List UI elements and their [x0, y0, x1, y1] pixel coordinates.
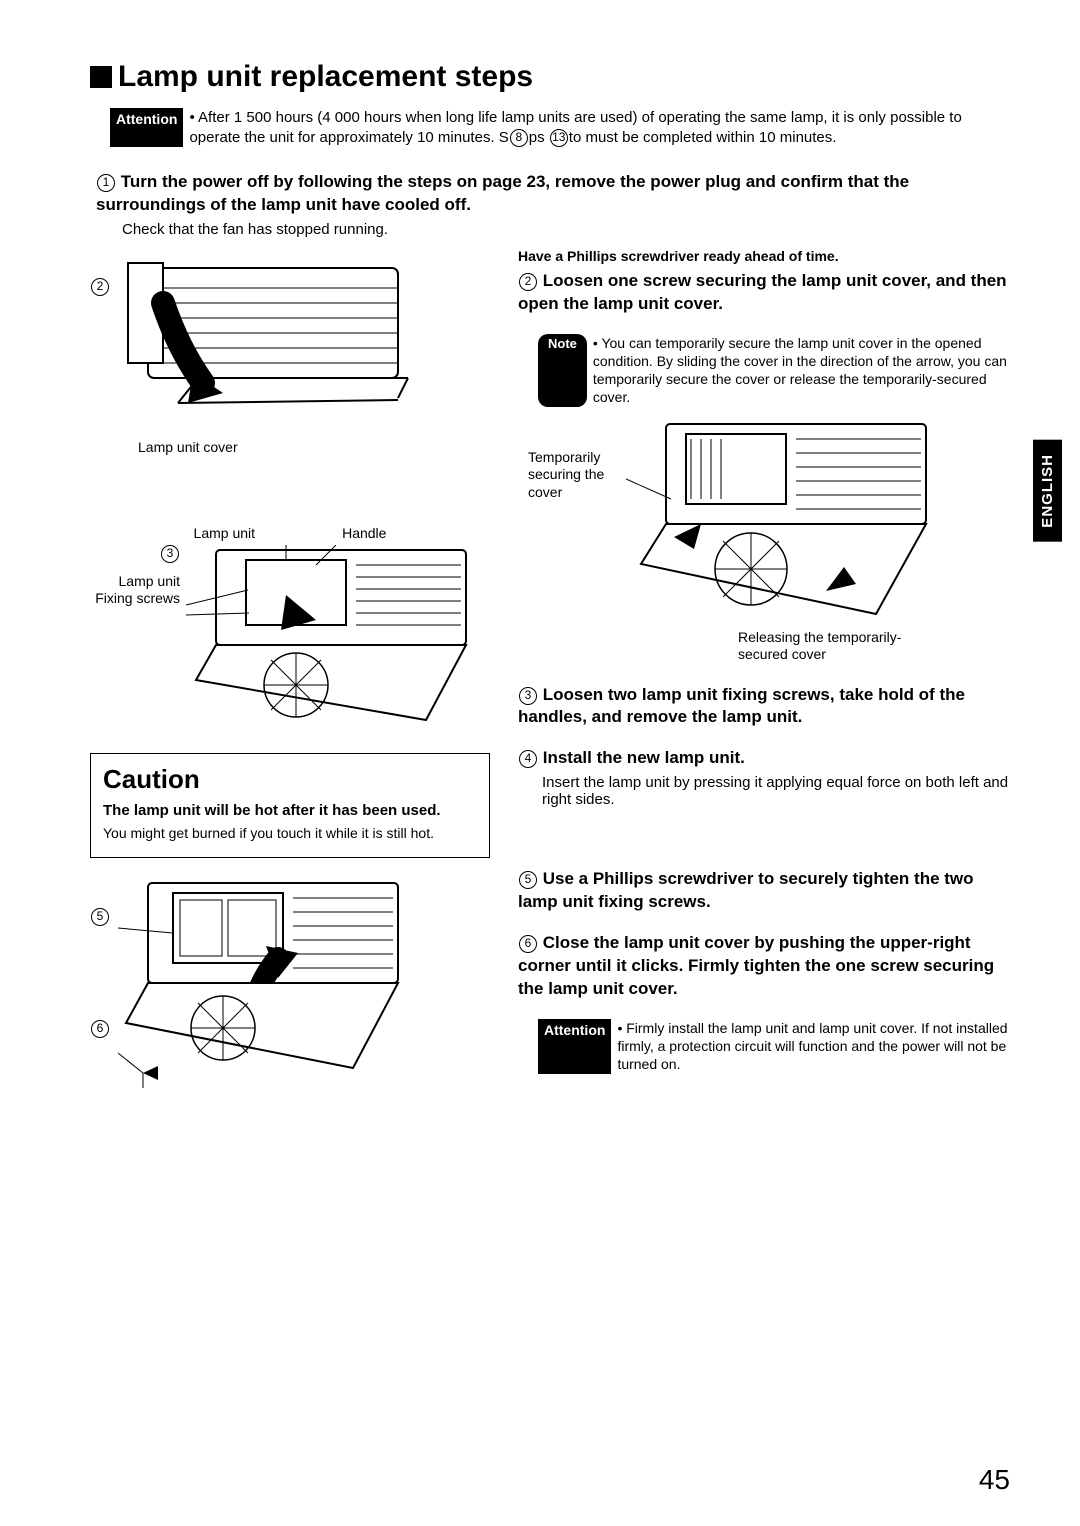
- step-1: 1 Turn the power off by following the st…: [96, 171, 1010, 217]
- bullet: •: [593, 335, 598, 351]
- bullet: •: [617, 1020, 622, 1036]
- title-bullet: [90, 66, 112, 88]
- attention-badge-2: Attention: [538, 1019, 611, 1074]
- step-4: 4 Install the new lamp unit.: [518, 747, 1010, 770]
- fig2b-release-label: Releasing the temporarily-secured cover: [738, 629, 918, 664]
- note-step2: Note • You can temporarily secure the la…: [538, 334, 1010, 407]
- step-1-num: 1: [97, 174, 115, 192]
- figure-2b: Temporarily securing the cover: [528, 419, 1010, 664]
- bullet: •: [189, 109, 194, 126]
- fig6-num: 6: [91, 1020, 109, 1038]
- fig3-fixing-label: Lamp unit Fixing screws: [90, 573, 180, 607]
- left-column: 2: [90, 248, 490, 1106]
- fig2b-temp-label: Temporarily securing the cover: [528, 449, 618, 629]
- bottom-attention-text: Firmly install the lamp unit and lamp un…: [617, 1020, 1007, 1072]
- step-2-title: Loosen one screw securing the lamp unit …: [518, 271, 1007, 313]
- step-1-body: Check that the fan has stopped running.: [122, 221, 1010, 238]
- step-4-body: Insert the lamp unit by pressing it appl…: [542, 774, 1010, 808]
- step-5-title: Use a Phillips screwdriver to securely t…: [518, 869, 974, 911]
- step-3-title: Loosen two lamp unit fixing screws, take…: [518, 685, 965, 727]
- step-4-num: 4: [519, 750, 537, 768]
- caution-box: Caution The lamp unit will be hot after …: [90, 753, 490, 858]
- attention-text-c: to must be completed within 10 minutes.: [569, 129, 837, 146]
- circ-13: 13: [550, 129, 568, 147]
- language-tab: ENGLISH: [1033, 440, 1062, 542]
- step-6-num: 6: [519, 935, 537, 953]
- figure-2: 2: [90, 258, 490, 455]
- figure-3: Lamp unit Handle 3 Lamp unit Fixing scre…: [90, 525, 490, 735]
- note-badge: Note: [538, 334, 587, 407]
- fig5-num: 5: [91, 908, 109, 926]
- projector-open-lamp-icon: [186, 545, 486, 735]
- screwdriver-line: Have a Phillips screwdriver ready ahead …: [518, 248, 1010, 264]
- page-title-text: Lamp unit replacement steps: [118, 60, 533, 93]
- caution-sub: The lamp unit will be hot after it has b…: [103, 801, 477, 821]
- projector-closed-icon: [118, 258, 418, 428]
- caution-title: Caution: [103, 764, 477, 795]
- top-attention-block: Attention • After 1 500 hours (4 000 hou…: [110, 108, 1010, 147]
- step-3: 3 Loosen two lamp unit fixing screws, ta…: [518, 684, 1010, 730]
- step-1-title: Turn the power off by following the step…: [96, 172, 909, 214]
- note2-text: You can temporarily secure the lamp unit…: [593, 335, 1007, 406]
- step-6-title: Close the lamp unit cover by pushing the…: [518, 933, 994, 998]
- step-2-num: 2: [519, 273, 537, 291]
- caution-body: You might get burned if you touch it whi…: [103, 824, 477, 842]
- figure-5-6: 5 6: [90, 878, 490, 1088]
- step-3-num: 3: [519, 687, 537, 705]
- fig2-num: 2: [91, 278, 109, 296]
- step-4-title: Install the new lamp unit.: [543, 748, 745, 767]
- step-5: 5 Use a Phillips screwdriver to securely…: [518, 868, 1010, 914]
- attention-badge: Attention: [110, 108, 183, 147]
- step-5-num: 5: [519, 871, 537, 889]
- fig3-num: 3: [161, 545, 179, 563]
- projector-reassemble-icon: [118, 878, 418, 1088]
- attention-text-b: ps: [529, 129, 549, 146]
- top-attention-text: • After 1 500 hours (4 000 hours when lo…: [189, 108, 1010, 147]
- bottom-attention-block: Attention • Firmly install the lamp unit…: [538, 1019, 1010, 1074]
- step-6: 6 Close the lamp unit cover by pushing t…: [518, 932, 1010, 1001]
- page-title: Lamp unit replacement steps: [90, 60, 1010, 94]
- fig2-label: Lamp unit cover: [138, 439, 418, 455]
- circ-8: 8: [510, 129, 528, 147]
- step-2: 2 Loosen one screw securing the lamp uni…: [518, 270, 1010, 316]
- fig3-lampunit-label: Lamp unit: [194, 525, 255, 541]
- page-number: 45: [979, 1464, 1010, 1496]
- right-column: Have a Phillips screwdriver ready ahead …: [518, 248, 1010, 1106]
- fig3-handle-label: Handle: [342, 525, 386, 541]
- projector-open-cover-icon: [626, 419, 946, 629]
